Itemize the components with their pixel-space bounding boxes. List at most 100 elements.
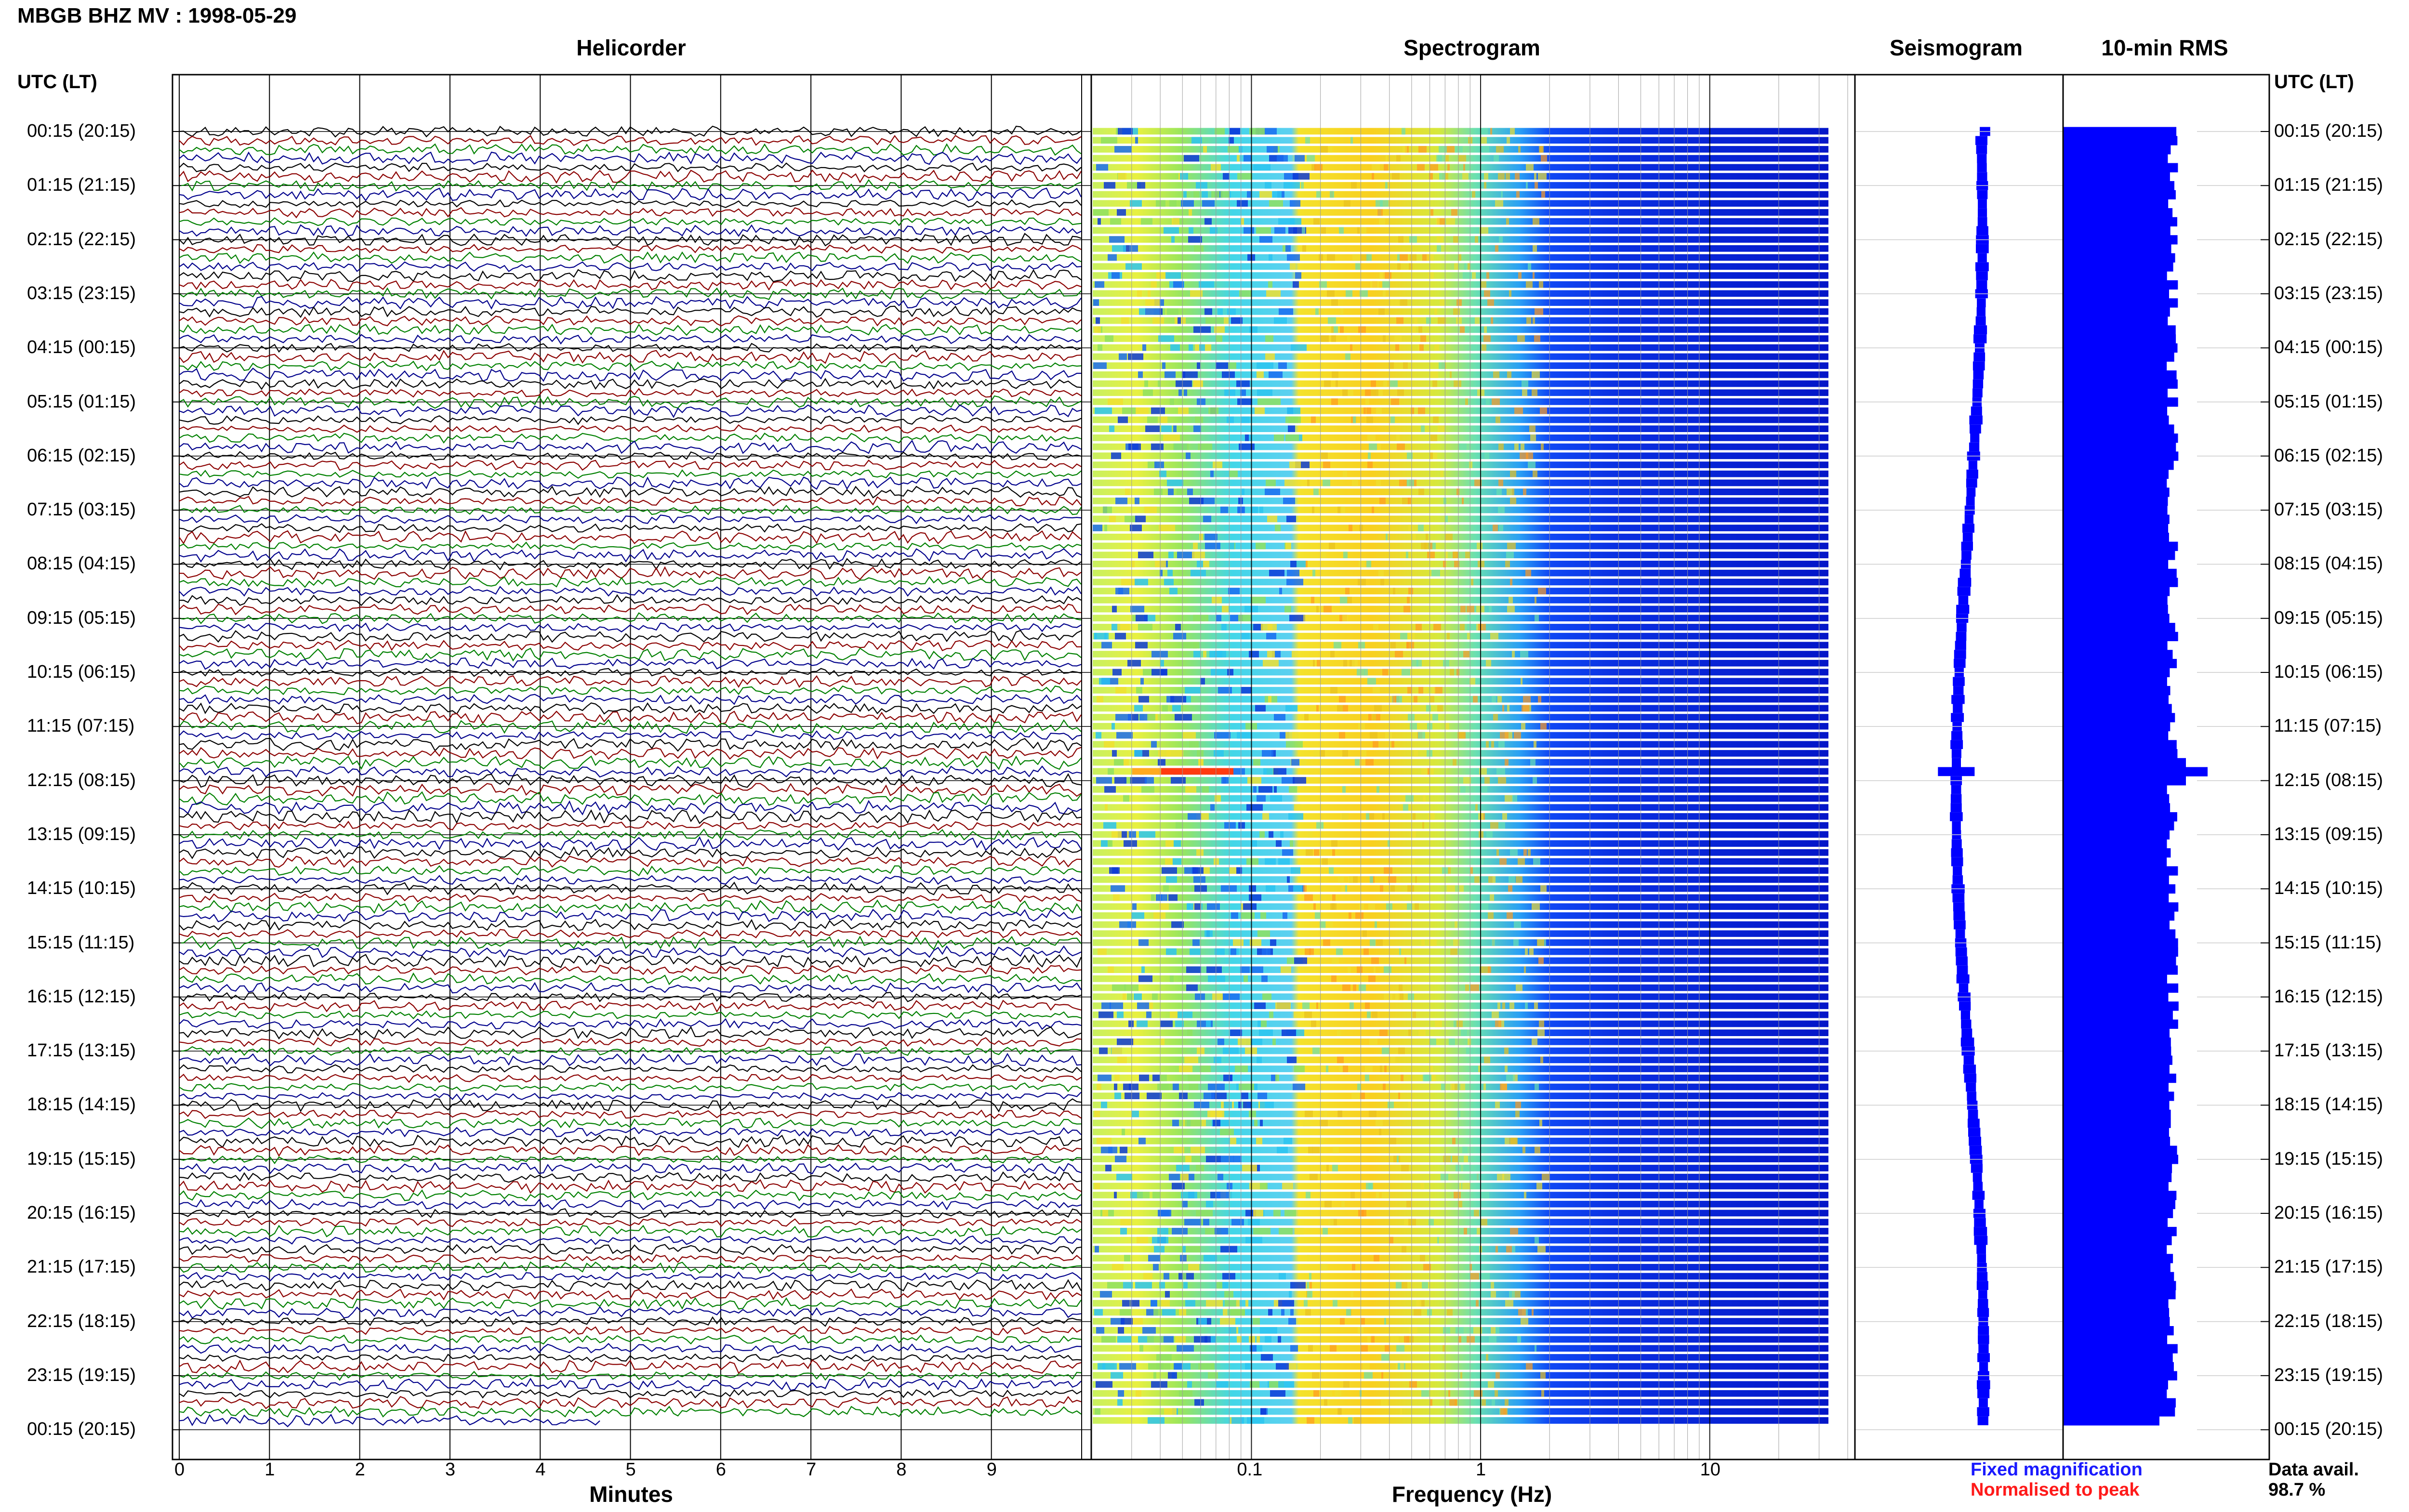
spectrogram-texture [1238, 146, 1243, 153]
spectrogram-texture [1214, 750, 1224, 757]
spectrogram-texture [1236, 380, 1250, 387]
spectrogram-texture [1467, 1336, 1475, 1343]
seismogram-band [1961, 1019, 1972, 1029]
spectrogram-texture [1241, 632, 1250, 640]
rms-bar [2063, 406, 2168, 416]
spectrogram-texture [1536, 1183, 1542, 1190]
spectrogram-texture [1507, 137, 1510, 144]
spectrogram-texture [1413, 1011, 1416, 1018]
rms-bar [2063, 1182, 2169, 1191]
spectrogram-row [1093, 1255, 1828, 1262]
spectrogram-texture [1522, 380, 1528, 387]
spectrogram-texture [1112, 272, 1120, 279]
spectrogram-texture [1428, 768, 1430, 775]
rms-bar [2063, 1046, 2171, 1056]
spectrogram-texture [1509, 290, 1511, 297]
seismogram-band [1976, 280, 1987, 289]
spectrogram-texture [1114, 1083, 1117, 1091]
spectrogram-texture [1306, 1192, 1310, 1198]
spectrogram-texture [1251, 840, 1257, 847]
spectrogram-texture [1228, 588, 1240, 594]
spectrogram-texture [1257, 398, 1268, 405]
spectrogram-texture [1120, 1309, 1131, 1316]
spectrogram-texture [1289, 786, 1297, 793]
spectrogram-texture [1541, 191, 1545, 198]
spectrogram-texture [1192, 939, 1200, 946]
spectrogram-texture [1293, 777, 1306, 784]
seismogram-band [1966, 1082, 1976, 1092]
spectrogram-texture [1165, 840, 1174, 847]
rms-bar [2063, 1001, 2179, 1011]
spectrogram-texture [1481, 137, 1487, 144]
spectrogram-texture [1093, 362, 1107, 369]
spectrogram-texture [1498, 479, 1503, 486]
spectrogram-texture [1450, 669, 1454, 676]
spectrogram-texture [1470, 867, 1473, 874]
spectrogram-texture [1418, 146, 1427, 153]
spectrogram-texture [1245, 434, 1249, 441]
seismogram-band [1977, 190, 1988, 199]
spectrogram-texture [1130, 777, 1147, 784]
spectrogram-texture [1104, 632, 1109, 640]
spectrogram-texture [1506, 218, 1509, 225]
spectrogram-row [1093, 137, 1828, 144]
spectrogram-texture [1453, 308, 1460, 315]
spectrogram-texture [1476, 1300, 1479, 1307]
seismogram-band [1974, 1199, 1984, 1209]
spectrogram-texture [1482, 903, 1488, 910]
spectrogram-texture [1324, 1110, 1327, 1118]
spectrogram-texture [1175, 714, 1192, 721]
spectrogram-texture [1203, 867, 1210, 874]
spectrogram-texture [1285, 705, 1297, 712]
spectrogram-texture [1339, 732, 1345, 739]
spectrogram-texture [1396, 317, 1403, 324]
spectrogram-texture [1328, 1219, 1334, 1226]
spectrogram-texture [1093, 209, 1109, 216]
seismogram-band [1975, 262, 1989, 272]
spectrogram-texture [1295, 155, 1305, 162]
time-label-right: 15:15 (11:15) [2274, 932, 2382, 953]
helicorder-trace [179, 224, 1082, 237]
spectrogram-texture [1496, 849, 1499, 856]
helicorder-trace [179, 125, 1082, 138]
spectrogram-row [1093, 344, 1828, 351]
spectrogram-texture [1132, 1110, 1139, 1118]
spectrogram-texture [1245, 1300, 1248, 1307]
spectrogram-row [1093, 741, 1828, 748]
spectrogram-texture [1128, 353, 1143, 360]
seismogram-band [1978, 1344, 1989, 1354]
spectrogram-texture [1102, 1363, 1117, 1370]
spectrogram-texture [1227, 1183, 1232, 1190]
spectrogram-texture [1093, 299, 1099, 306]
time-label-left: 05:15 (01:15) [27, 391, 136, 412]
spectrogram-row [1093, 1300, 1828, 1307]
spectrogram-texture [1139, 308, 1146, 315]
spectrogram-texture [1512, 1246, 1515, 1253]
helicorder-trace [179, 1179, 1082, 1194]
spectrogram-texture [1407, 452, 1413, 460]
rms-bar [2063, 641, 2168, 650]
spectrogram-texture [1374, 705, 1382, 712]
spectrogram-texture [1095, 407, 1112, 414]
spectrogram-texture [1337, 1110, 1342, 1118]
spectrogram-row [1093, 182, 1828, 189]
spectrogram-texture [1262, 948, 1271, 955]
spectrogram-texture [1229, 1129, 1234, 1135]
spectrogram-texture [1370, 732, 1377, 739]
spectrogram-texture [1484, 452, 1489, 460]
spectrogram-texture [1124, 1255, 1130, 1262]
spectrogram-texture [1147, 1092, 1162, 1099]
spectrogram-texture [1409, 1327, 1417, 1334]
spectrogram-texture [1533, 858, 1540, 865]
spectrogram-texture [1241, 687, 1252, 694]
spectrogram-texture [1248, 1219, 1260, 1226]
spectrogram-texture [1199, 533, 1203, 540]
spectrogram-texture [1136, 687, 1142, 694]
seismogram-band [1954, 920, 1966, 930]
spectrogram-texture [1395, 344, 1399, 351]
spectrogram-texture [1404, 957, 1406, 964]
spectrogram-texture [1397, 443, 1405, 450]
spectrogram-texture [1184, 1056, 1198, 1064]
rms-bar [2063, 1019, 2178, 1029]
spectrogram-texture [1466, 1047, 1473, 1054]
